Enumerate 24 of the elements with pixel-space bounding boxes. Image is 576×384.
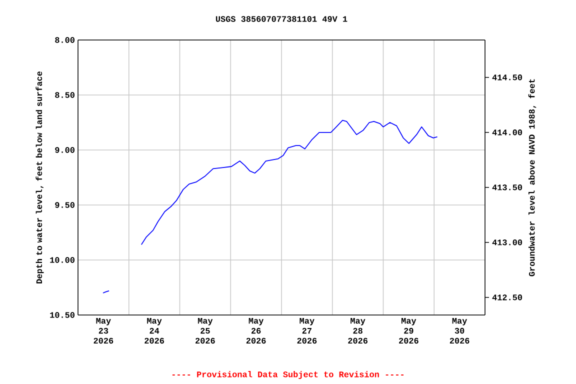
- y2-axis-title: Groundwater level above NAVD 1988, feet: [528, 79, 536, 276]
- y2-tick-label: 412.50: [492, 294, 522, 300]
- y-tick-label: 10.50: [50, 312, 74, 318]
- y-tick-label: 10.00: [50, 257, 74, 263]
- chart-title: USGS 385607077381101 49V 1: [216, 16, 348, 22]
- x-tick-label: May 26 2026: [246, 318, 266, 344]
- y-axis-title: Depth to water level, feet below land surface: [36, 72, 44, 284]
- line-series: [140, 120, 438, 246]
- text: ---- Provisional Data Subject to Revision ----: [172, 371, 404, 379]
- y-tick-label: 8.00: [55, 37, 74, 43]
- y-tick-label: 9.50: [55, 202, 74, 208]
- x-tick-label: May 27 2026: [297, 318, 317, 344]
- x-tick-label: May 28 2026: [348, 318, 368, 344]
- x-tick-label: May 25 2026: [196, 318, 215, 344]
- x-tick-label: May 30 2026: [450, 318, 470, 344]
- x-tick-label: May 24 2026: [144, 318, 164, 344]
- x-tick-label: May 29 2026: [399, 318, 418, 344]
- y-tick-label: 9.00: [55, 147, 74, 153]
- y2-tick-label: 414.50: [492, 74, 522, 80]
- y2-tick-label: 413.50: [492, 184, 522, 190]
- y-tick-label: 8.50: [55, 92, 74, 98]
- y2-tick-label: 413.00: [492, 240, 522, 246]
- x-tick-label: May 23 2026: [94, 318, 114, 344]
- y2-tick-label: 414.00: [492, 130, 522, 136]
